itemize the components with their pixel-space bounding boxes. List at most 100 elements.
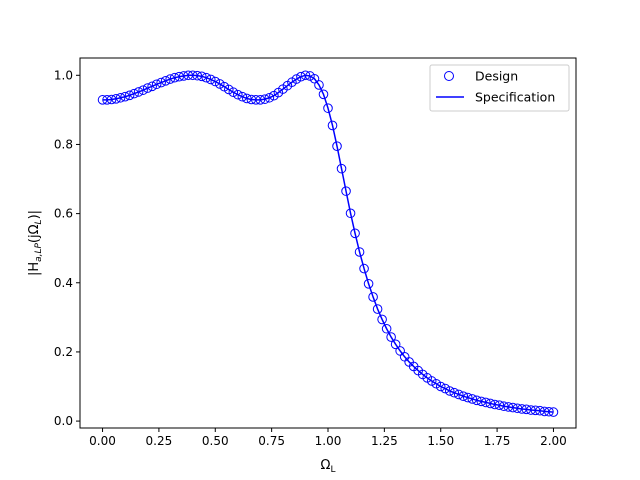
plot-area [97, 70, 559, 417]
design-marker [327, 120, 338, 131]
design-marker [192, 70, 203, 81]
design-marker [332, 141, 342, 151]
design-marker [499, 401, 509, 412]
design-marker [314, 80, 324, 90]
design-marker [377, 314, 387, 325]
x-tick-label: 1.25 [371, 434, 398, 448]
design-marker [237, 91, 248, 102]
design-marker [291, 74, 302, 84]
y-tick-label: 1.0 [54, 68, 73, 82]
y-axis-label-text: )| [27, 210, 42, 219]
design-marker [111, 94, 121, 104]
design-marker [242, 93, 252, 104]
design-marker [512, 403, 523, 414]
specification-line-layer [102, 74, 554, 413]
y-axis: 0.0 0.2 0.4 0.6 0.8 1.0 [54, 68, 80, 428]
legend-box [429, 64, 570, 112]
design-marker [467, 394, 478, 404]
design-marker [548, 407, 559, 417]
x-tick-label: 0.50 [202, 434, 229, 448]
design-marker [115, 92, 126, 103]
design-marker [350, 228, 360, 239]
design-marker [345, 208, 356, 219]
design-marker [462, 392, 473, 403]
design-marker [300, 70, 311, 81]
design-marker [341, 186, 351, 196]
design-marker [205, 74, 216, 85]
y-axis-label-text: |H [27, 262, 42, 276]
design-marker [453, 389, 464, 400]
design-marker [390, 339, 401, 350]
design-marker [458, 391, 469, 401]
design-marker [210, 76, 221, 87]
x-tick-label: 1.00 [315, 434, 342, 448]
design-marker [151, 79, 162, 90]
design-marker [228, 87, 239, 98]
design-marker [169, 72, 180, 83]
design-marker [129, 88, 139, 99]
y-tick-label: 0.2 [54, 345, 73, 359]
design-marker [485, 398, 496, 409]
design-marker [124, 90, 135, 101]
y-tick-label: 0.0 [54, 414, 73, 428]
design-marker [544, 406, 554, 417]
design-marker [233, 89, 243, 100]
design-marker [174, 71, 184, 82]
design-marker [490, 399, 500, 410]
x-axis-label-base: Ω [321, 458, 331, 473]
design-marker [535, 405, 545, 416]
y-tick-label: 0.4 [54, 276, 73, 290]
design-marker [196, 71, 207, 82]
design-marker [440, 383, 451, 394]
design-marker [481, 397, 491, 408]
design-marker [318, 89, 329, 100]
design-marker [386, 332, 396, 342]
design-marker [309, 73, 320, 84]
design-marker [449, 387, 460, 398]
design-marker [133, 87, 144, 97]
y-tick-label: 0.8 [54, 137, 73, 151]
design-marker [201, 72, 212, 83]
design-marker [260, 94, 270, 104]
y-axis-label-subscript: a,LP [34, 242, 44, 261]
x-tick-label: 1.75 [484, 434, 511, 448]
y-axis-label-text: (jΩ [27, 224, 42, 243]
design-marker [517, 404, 527, 414]
specification-line [102, 74, 554, 413]
design-marker [120, 91, 130, 102]
legend: Design Specification [429, 64, 570, 112]
x-tick-label: 2.00 [540, 434, 567, 448]
x-axis: 0.00 0.25 0.50 0.75 1.00 1.25 1.50 1.75 2.00 [89, 428, 567, 448]
design-marker [156, 77, 166, 88]
design-marker [142, 83, 153, 93]
design-marker [372, 304, 383, 314]
design-marker [106, 94, 117, 105]
design-marker [323, 103, 333, 113]
design-marker [165, 74, 175, 84]
y-tick-label: 0.6 [54, 207, 73, 221]
design-marker [147, 81, 157, 92]
design-marker [255, 95, 266, 105]
y-axis-label-subscript: L [34, 219, 44, 224]
design-marker [444, 386, 455, 396]
design-marker [472, 395, 482, 406]
design-marker [359, 263, 369, 274]
legend-design-marker [444, 71, 454, 81]
design-marker [264, 92, 275, 103]
design-marker [476, 396, 487, 407]
legend-specification-label: Specification [475, 90, 555, 105]
x-tick-label: 0.75 [258, 434, 285, 448]
design-marker [160, 76, 171, 86]
design-marker [363, 279, 374, 289]
y-axis-label: |Ha,LP(jΩL)| [27, 210, 44, 276]
design-marker [494, 400, 505, 410]
design-marker [336, 163, 347, 174]
design-marker-layer [97, 70, 559, 417]
design-marker [368, 292, 378, 302]
x-tick-label: 1.50 [427, 434, 454, 448]
design-marker [435, 381, 446, 392]
design-marker [187, 70, 198, 81]
x-tick-label: 0.00 [89, 434, 116, 448]
x-tick-label: 0.25 [146, 434, 173, 448]
